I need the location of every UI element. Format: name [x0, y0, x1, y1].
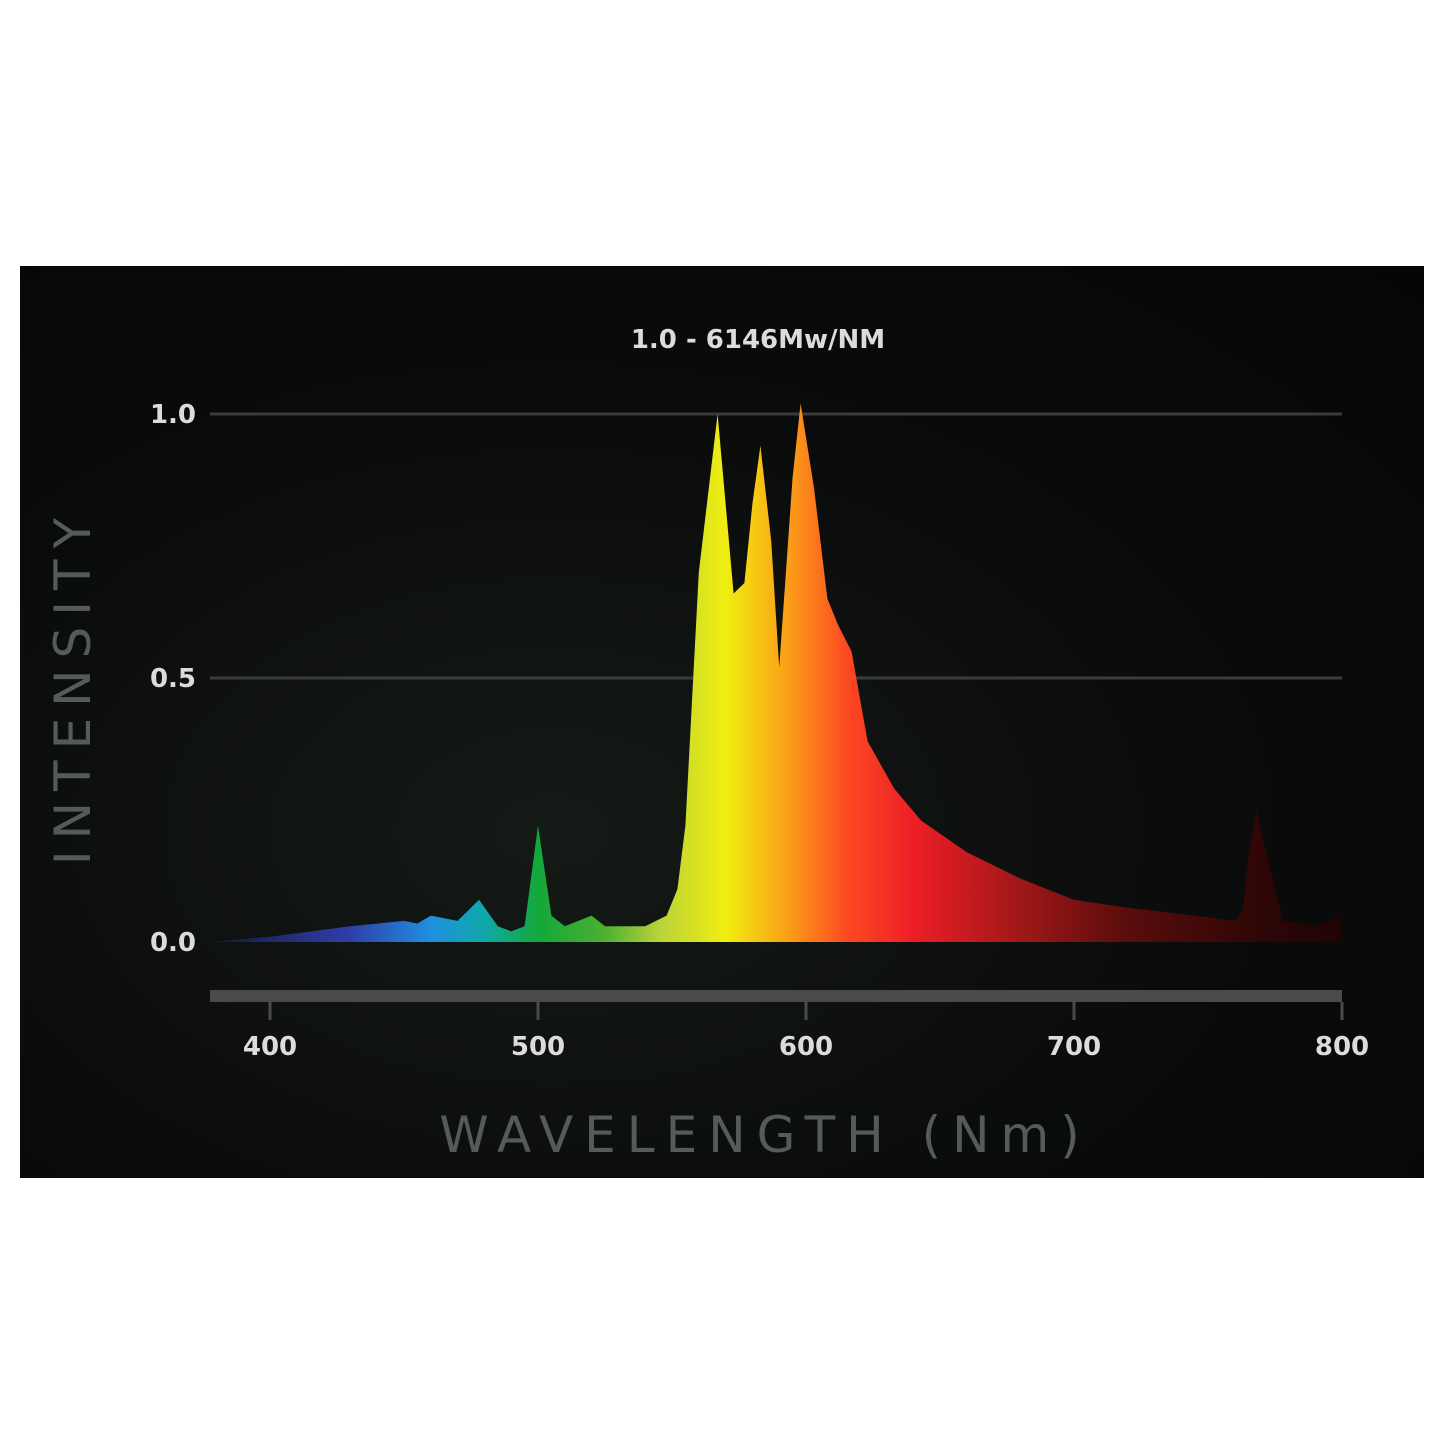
- y-tick-label: 0.5: [150, 664, 196, 694]
- x-tick-label: 800: [1315, 1032, 1369, 1062]
- x-tick-label: 500: [511, 1032, 565, 1062]
- x-tick-mark: [268, 1002, 272, 1020]
- spectrum-area-layer: [210, 403, 1342, 942]
- x-tick-label: 400: [243, 1032, 297, 1062]
- x-axis: [210, 990, 1344, 1020]
- x-tick-label: 700: [1047, 1032, 1101, 1062]
- x-tick-mark: [1340, 1002, 1344, 1020]
- x-tick-label: 600: [779, 1032, 833, 1062]
- y-axis-title: INTENSITY: [44, 507, 102, 865]
- y-tick-label: 0.0: [150, 928, 196, 958]
- chart-svg: 0.0 0.5 1.0 400 500 600 700 800 1.0 - 6146Mw/N…: [44, 325, 1369, 1164]
- x-axis-title: WAVELENGTH (Nm): [439, 1106, 1090, 1164]
- x-tick-mark: [1072, 1002, 1076, 1020]
- x-tick-labels: 400 500 600 700 800: [243, 1032, 1369, 1062]
- y-tick-label: 1.0: [150, 400, 196, 430]
- y-tick-labels: 0.0 0.5 1.0: [150, 400, 196, 958]
- x-tick-mark: [804, 1002, 808, 1020]
- spectrum-area: [210, 403, 1342, 942]
- x-axis-bar: [210, 990, 1342, 1002]
- spectrum-chart: 0.0 0.5 1.0 400 500 600 700 800 1.0 - 6146Mw/N…: [20, 266, 1424, 1178]
- chart-title: 1.0 - 6146Mw/NM: [631, 325, 885, 355]
- x-tick-mark: [536, 1002, 540, 1020]
